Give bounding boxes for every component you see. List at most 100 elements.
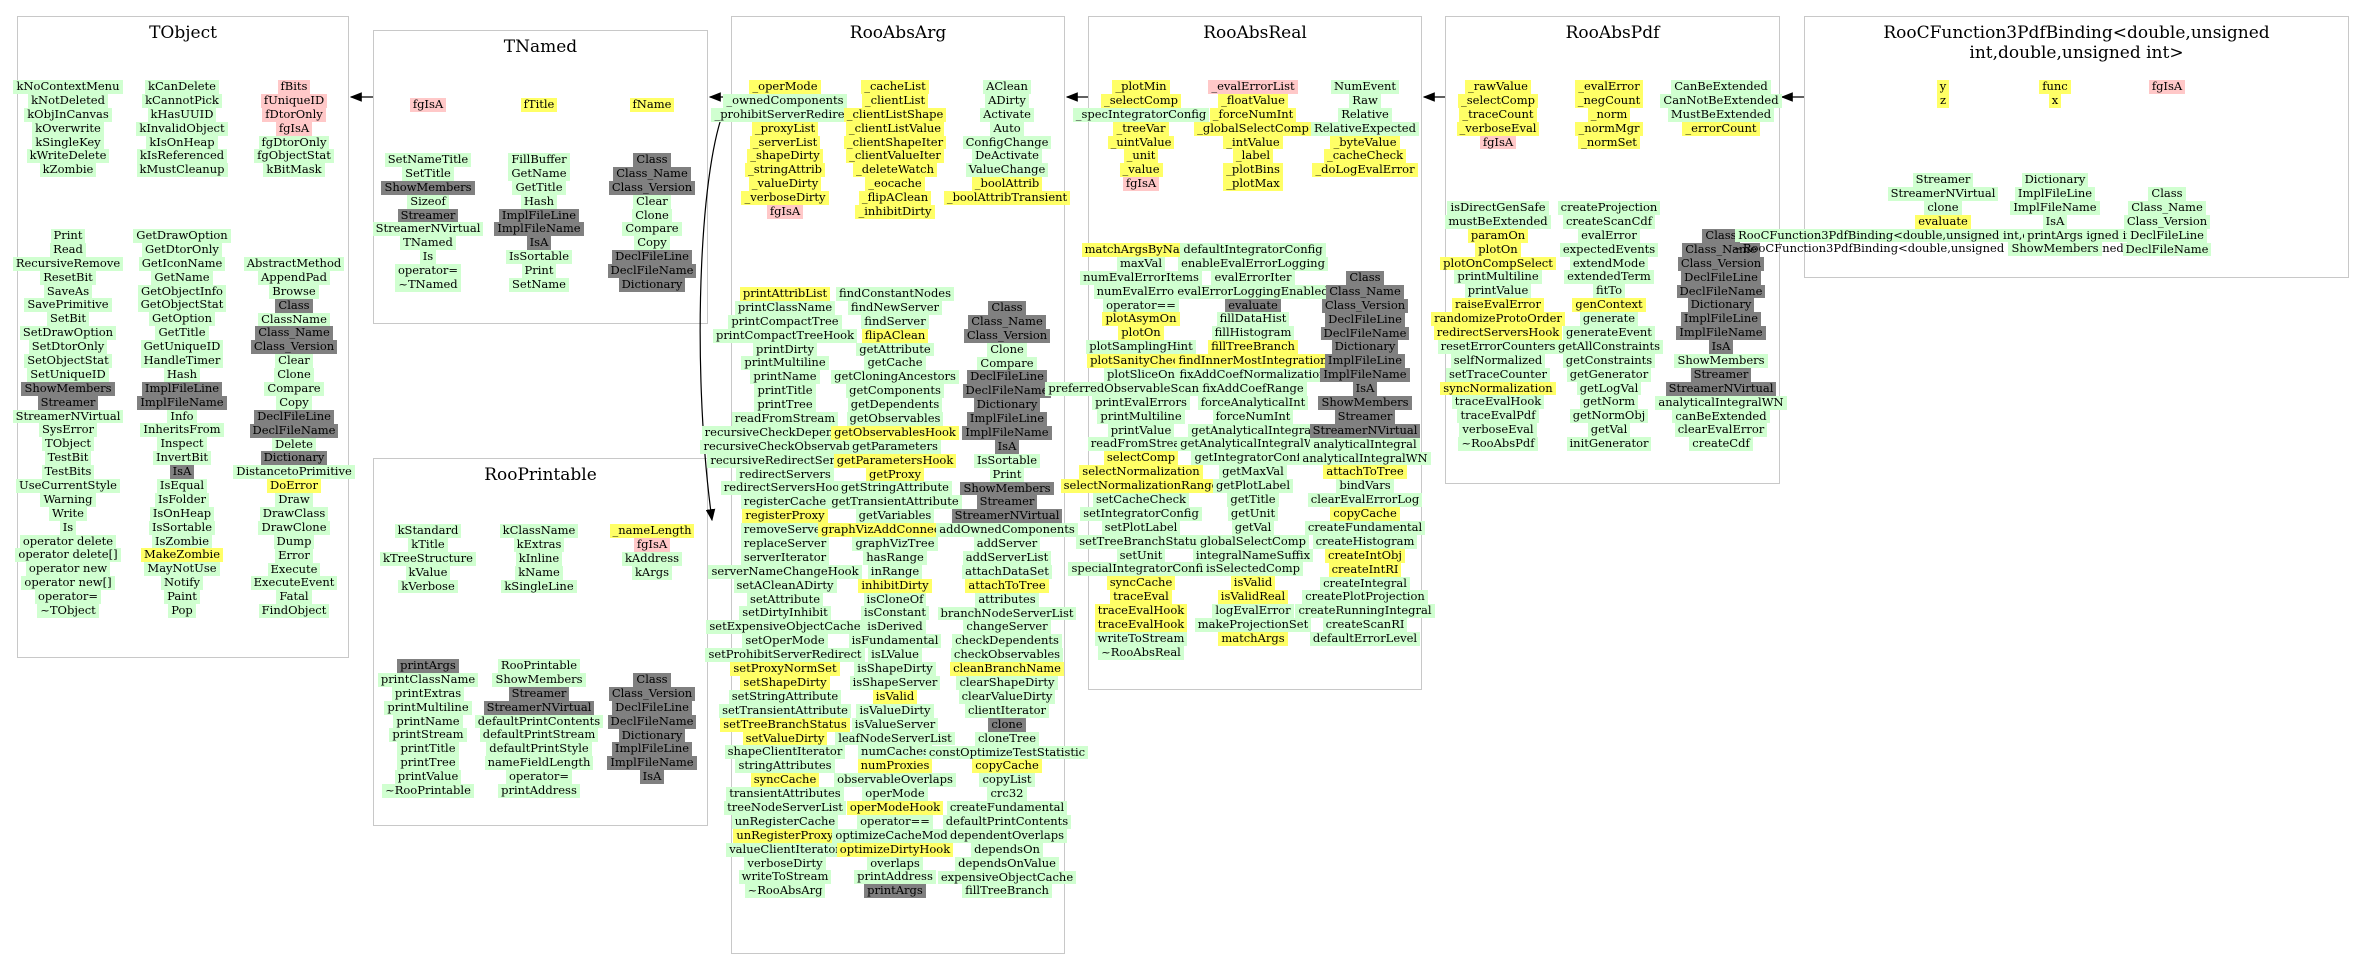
- rooabsarg-member: Class_Version: [963, 328, 1051, 343]
- rooprintable-member: printExtras: [391, 686, 465, 701]
- tobject-member: Is: [59, 520, 77, 535]
- rooabsarg-member: printName: [750, 369, 820, 385]
- rooabsarg-member: setACleanADirty: [733, 578, 837, 593]
- rooabsarg-member: setExpensiveObjectCache: [706, 619, 864, 635]
- tobject-member: Write: [49, 506, 87, 521]
- tobject-member: kCannotPick: [142, 93, 222, 108]
- tobject-member-column: AbstractMethod AppendPad Browse Class ClassN…: [233, 256, 355, 619]
- rooabspdf-member: paramOn: [1467, 228, 1529, 243]
- rooabsreal-member: plotSliceOn: [1104, 367, 1178, 382]
- tnamed-member: SetTitle: [402, 166, 454, 181]
- rooabsreal-member: numEvalErrorItems: [1080, 270, 1202, 285]
- rooabsarg-member: checkDependents: [952, 633, 1062, 649]
- roocfunction-member-column: Class Class_Name Class_Version DeclFileLine…: [2107, 186, 2227, 257]
- tnamed-member: fgIsA: [409, 97, 447, 112]
- class-title: RooAbsArg: [849, 23, 947, 43]
- rooabsreal-member: preferredObservableScanOrder: [1045, 381, 1237, 396]
- roocfunction-member: Class_Name: [2128, 200, 2206, 215]
- rooprintable-member-column: kStandard kTitle kTreeStructure kValue kVerb…: [368, 523, 488, 594]
- rooabspdf-member: StreamerNVirtual: [1665, 381, 1777, 396]
- rooabsarg-member: dependsOnValue: [955, 856, 1059, 871]
- roocfunction-member: evaluate: [1915, 214, 1971, 229]
- roocfunction-member: Class: [2148, 186, 2186, 201]
- roocfunction-member: printArgs: [2024, 228, 2086, 243]
- rooabspdf-member: mustBeExtended: [1445, 214, 1551, 229]
- rooabsreal-member: isValid: [1230, 575, 1276, 591]
- rooabsarg-member: branchNodeServerList: [937, 606, 1077, 621]
- rooprintable-member: kTreeStructure: [380, 551, 476, 566]
- rooabsreal-member: createPlotProjection: [1302, 590, 1428, 605]
- rooabsreal-member: _plotBins: [1223, 162, 1283, 178]
- rooabsreal-member: maxVal: [1116, 256, 1166, 271]
- rooabsarg-member: setProxyNormSet: [730, 661, 840, 676]
- rooabsreal-member: ImplFileLine: [1324, 353, 1406, 369]
- rooabsreal-member: _plotMax: [1223, 176, 1283, 192]
- class-title: RooCFunction3PdfBinding<double,unsigned …: [1883, 23, 2270, 63]
- rooabspdf-member: _selectComp: [1458, 93, 1538, 108]
- rooabspdf-member: extendedTerm: [1564, 270, 1654, 285]
- tnamed-member: SetName: [509, 277, 569, 292]
- rooabsreal-member: _evalErrorList: [1208, 79, 1298, 94]
- rooabsreal-member: plotSamplingHint: [1086, 339, 1196, 355]
- rooabsreal-member: createIntegral: [1320, 576, 1410, 591]
- rooabsarg-member-column: findConstantNodes findNewServer findServer…: [818, 286, 972, 899]
- rooabsarg-member-column: AClean ADirty Activate Auto ConfigChange DeAc…: [943, 79, 1071, 206]
- rooabsreal-member: DeclFileName: [1320, 326, 1410, 341]
- rooabsarg-member: isValid: [872, 689, 918, 704]
- rooabsreal-member: _floatValue: [1218, 93, 1288, 108]
- rooabsreal-member: RelativeExpected: [1311, 121, 1419, 136]
- rooabsreal-member: bindVars: [1336, 478, 1394, 494]
- rooabsarg-member: attributes: [975, 592, 1039, 607]
- tobject-member: MakeZombie: [140, 548, 224, 563]
- rooabspdf-member: _negCount: [1574, 93, 1644, 108]
- tobject-member: Dump: [273, 534, 315, 549]
- tobject-member: TObject: [42, 436, 94, 452]
- rooabsreal-member: _treeVar: [1113, 121, 1169, 136]
- rooabsarg-member: ValueChange: [965, 162, 1049, 178]
- rooabsarg-member: _inhibitDirty: [855, 204, 935, 219]
- tobject-member: Inspect: [157, 436, 207, 452]
- tobject-member: fgObjectStat: [254, 149, 334, 164]
- rooabsreal-member: traceEval: [1110, 589, 1172, 605]
- tobject-member: FindObject: [258, 603, 330, 619]
- rooabsarg-member: isConstant: [860, 606, 930, 621]
- rooabsarg-member: isValueServer: [851, 717, 939, 732]
- class-title: RooPrintable: [484, 465, 597, 485]
- rooabsarg-member: Clone: [987, 342, 1027, 357]
- rooabsarg-member: cloneTree: [974, 731, 1040, 746]
- rooprintable-member: kTitle: [408, 537, 448, 552]
- tobject-member: InheritsFrom: [140, 423, 224, 438]
- rooabsreal-member: _specIntegratorConfig: [1072, 107, 1210, 122]
- tobject-member-column: kNoContextMenu kNotDeleted kObjInCanvas kOv…: [8, 79, 128, 178]
- rooabsreal-member: _forceNumInt: [1209, 107, 1297, 122]
- tobject-member: Clone: [274, 367, 314, 383]
- tobject-member-column: fBits fUniqueID fDtorOnly fgIsA fgDtorOnly fg…: [234, 79, 354, 178]
- tnamed-member-column: SetNameTitle SetTitle ShowMembers Sizeof Str…: [368, 152, 488, 292]
- rooabspdf-member: CanNotBeExtended: [1660, 93, 1782, 108]
- tobject-member: SavePrimitive: [24, 298, 112, 313]
- rooabspdf-member: _normMgr: [1575, 121, 1643, 136]
- rooabspdf-member: Dictionary: [1687, 298, 1755, 313]
- tobject-member: UseCurrentStyle: [16, 478, 120, 493]
- rooabspdf-member: initGenerator: [1566, 436, 1652, 452]
- tobject-member-column: kCanDelete kCannotPick kHasUUID kInvalidObj…: [122, 79, 242, 178]
- tobject-member: SaveAs: [43, 284, 93, 299]
- rooabspdf-member: ImplFileLine: [1680, 311, 1762, 327]
- rooprintable-member: kInline: [515, 551, 563, 566]
- rooabsreal-member: integralNameSuffix: [1192, 548, 1314, 563]
- rooprintable-member: Streamer: [508, 686, 570, 701]
- rooabspdf-member: _traceCount: [1459, 107, 1537, 122]
- rooabsarg-member: replaceServer: [740, 536, 830, 551]
- rooabsarg-member: leafNodeServerList: [835, 731, 955, 746]
- rooabspdf-member: getNormObj: [1569, 408, 1649, 424]
- rooprintable-member: ImplFileName: [607, 755, 697, 771]
- rooprintable-member: kVerbose: [398, 579, 458, 594]
- rooabsreal-member: evaluate: [1225, 298, 1281, 313]
- tobject-member: Pop: [168, 603, 196, 618]
- rooabsreal-member: getAnalyticalIntegralWN: [1177, 437, 1329, 452]
- rooabsarg-member: addOwnedComponents: [936, 522, 1078, 538]
- rooabspdf-member: printValue: [1464, 283, 1532, 299]
- rooabsreal-member: fixAddCoefRange: [1199, 381, 1307, 396]
- tobject-member: fgDtorOnly: [258, 135, 330, 150]
- tnamed-member: Sizeof: [407, 194, 449, 209]
